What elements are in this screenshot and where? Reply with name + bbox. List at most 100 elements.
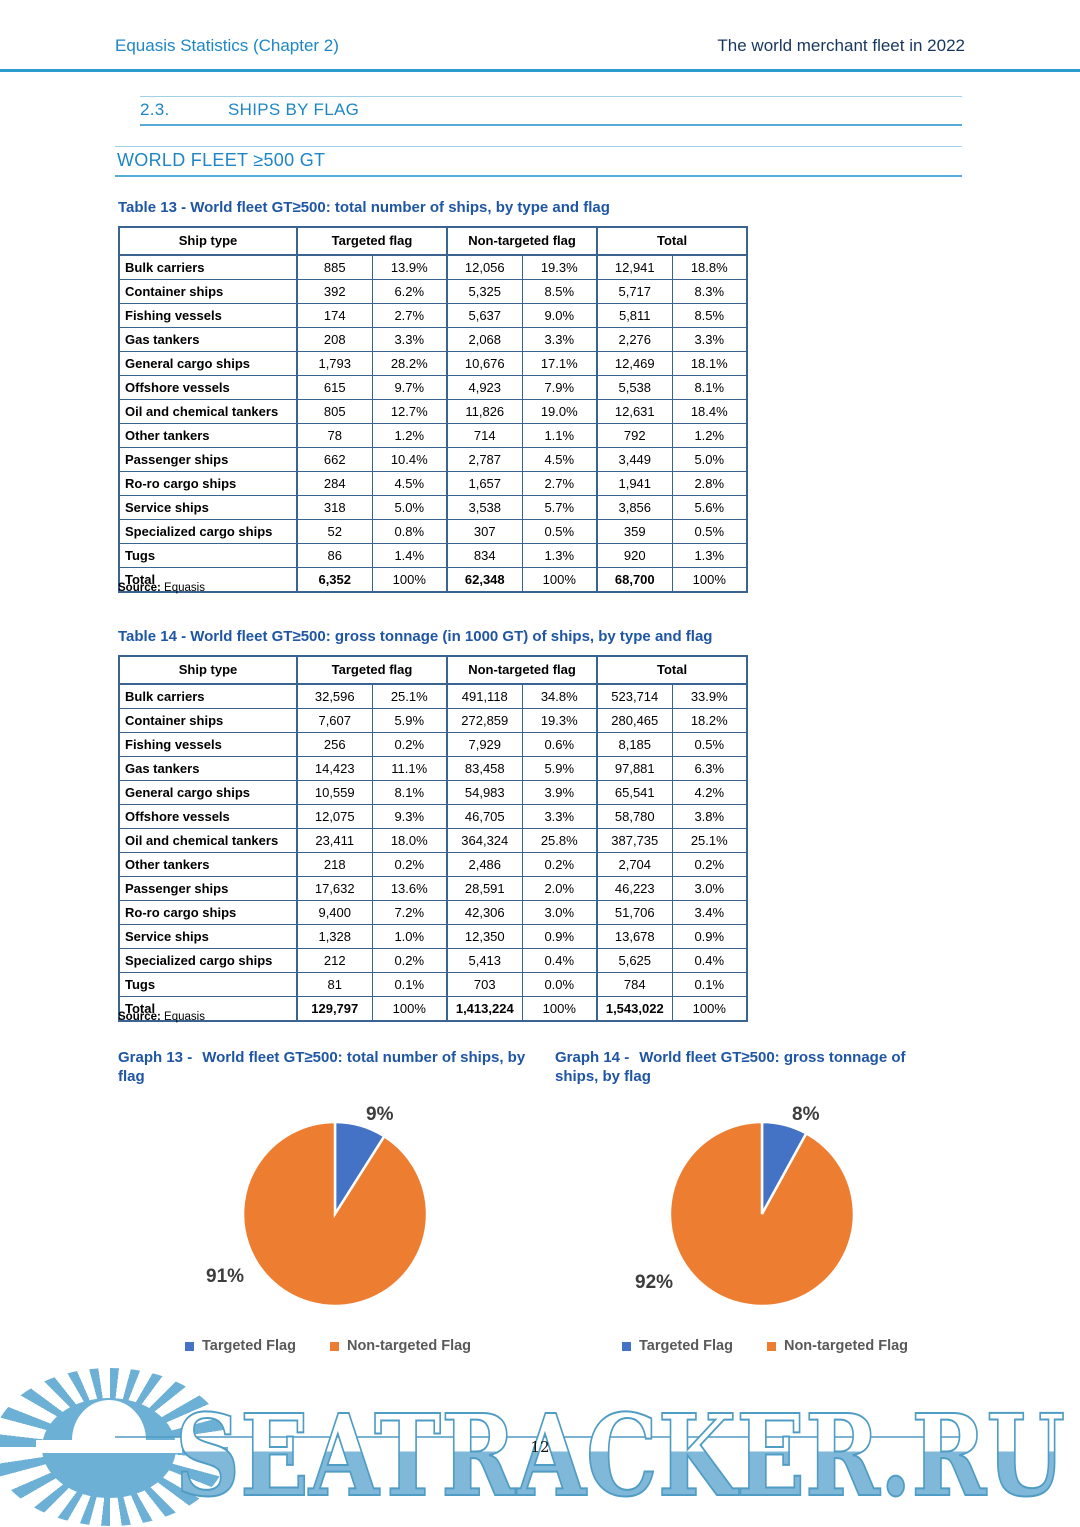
table-13-title: Table 13 - World fleet GT≥500: total num… — [118, 199, 610, 216]
value-cell: 14,423 — [296, 756, 373, 781]
value-cell: 0.4% — [521, 948, 599, 973]
subsection-heading: WORLD FLEET ≥500 GT — [117, 150, 326, 170]
value-cell: 392 — [296, 279, 373, 304]
ship-type-cell: Service ships — [118, 495, 298, 520]
value-cell: 662 — [296, 447, 373, 472]
value-cell: 5,717 — [596, 279, 673, 304]
value-cell: 10,676 — [446, 351, 523, 376]
col-header-targeted: Targeted flag — [295, 655, 449, 685]
ship-type-cell: Container ships — [118, 708, 298, 733]
value-cell: 8.1% — [671, 375, 748, 400]
value-cell: 5.0% — [671, 447, 748, 472]
value-cell: 5,325 — [446, 279, 523, 304]
ship-type-cell: Tugs — [118, 972, 298, 997]
value-cell: 28.2% — [371, 351, 449, 376]
value-cell: 13.6% — [371, 876, 449, 901]
value-cell: 834 — [446, 543, 523, 568]
value-cell: 208 — [296, 327, 373, 352]
ship-type-cell: Specialized cargo ships — [118, 948, 298, 973]
table-row: Passenger ships 17,632 13.6% 28,591 2.0% 46,2… — [118, 876, 748, 901]
value-cell: 10.4% — [371, 447, 449, 472]
value-cell: 784 — [596, 972, 673, 997]
value-cell: 307 — [446, 519, 523, 544]
value-cell: 0.9% — [671, 924, 748, 949]
table-header-row: Ship type Targeted flag Non-targeted fla… — [118, 226, 749, 256]
value-cell: 6,352 — [296, 567, 373, 593]
value-cell: 51,706 — [596, 900, 673, 925]
legend-item-targeted: Targeted Flag — [621, 1338, 733, 1354]
value-cell: 1,413,224 — [446, 996, 523, 1022]
ship-type-cell: Passenger ships — [118, 876, 298, 901]
value-cell: 11.1% — [371, 756, 449, 781]
graph-13-text: World fleet GT≥500: total number of ship… — [118, 1049, 526, 1085]
value-cell: 18.2% — [671, 708, 748, 733]
value-cell: 129,797 — [296, 996, 373, 1022]
value-cell: 7.2% — [371, 900, 449, 925]
ship-type-cell: Offshore vessels — [118, 375, 298, 400]
value-cell: 18.0% — [371, 828, 449, 853]
table-row: Offshore vessels 12,075 9.3% 46,705 3.3% 58,7… — [118, 804, 748, 829]
table-row: Tugs 86 1.4% 834 1.3% 920 1.3% — [118, 543, 748, 568]
horizon-band-icon — [36, 1440, 182, 1453]
legend-item-targeted: Targeted Flag — [184, 1338, 296, 1354]
legend-label: Non-targeted Flag — [346, 1338, 472, 1354]
value-cell: 62,348 — [446, 567, 523, 593]
pie-slice-non-targeted-flag — [241, 1120, 429, 1308]
value-cell: 2.8% — [671, 471, 748, 496]
value-cell: 1.0% — [371, 924, 449, 949]
value-cell: 5.6% — [671, 495, 748, 520]
value-cell: 0.8% — [371, 519, 449, 544]
value-cell: 3.8% — [671, 804, 748, 829]
value-cell: 65,541 — [596, 780, 673, 805]
value-cell: 9,400 — [296, 900, 373, 925]
graph-13: Graph 13 - World fleet GT≥500: total numb… — [118, 1048, 538, 1354]
col-header-targeted: Targeted flag — [295, 226, 449, 256]
nontargeted-flag-marker-icon — [766, 1341, 776, 1351]
value-cell: 25.1% — [371, 683, 449, 709]
value-cell: 33.9% — [671, 683, 748, 709]
value-cell: 25.1% — [671, 828, 748, 853]
value-cell: 0.2% — [371, 948, 449, 973]
value-cell: 0.5% — [671, 732, 748, 757]
value-cell: 703 — [446, 972, 523, 997]
value-cell: 2.7% — [521, 471, 599, 496]
value-cell: 359 — [596, 519, 673, 544]
section-number: 2.3. — [140, 100, 170, 119]
table-row: Fishing vessels 174 2.7% 5,637 9.0% 5,811 8.5% — [118, 303, 748, 328]
legend-label: Non-targeted Flag — [783, 1338, 909, 1354]
targeted-flag-marker-icon — [621, 1341, 631, 1351]
ship-type-cell: Service ships — [118, 924, 298, 949]
graph-14-text: World fleet GT≥500: gross tonnage of shi… — [555, 1049, 906, 1085]
table-row: Service ships 318 5.0% 3,538 5.7% 3,856 5.6% — [118, 495, 748, 520]
value-cell: 3.9% — [521, 780, 599, 805]
value-cell: 19.3% — [521, 254, 599, 280]
value-cell: 3,449 — [596, 447, 673, 472]
pie-value-label-nontargeted: 92% — [635, 1272, 673, 1293]
value-cell: 3.0% — [671, 876, 748, 901]
graph-14: Graph 14 - World fleet GT≥500: gross tonn… — [555, 1048, 975, 1354]
table-14-source: Source: Equasis — [118, 1011, 205, 1023]
source-label: Source: — [118, 1011, 161, 1023]
table-row: Other tankers 78 1.2% 714 1.1% 792 1.2% — [118, 423, 748, 448]
value-cell: 18.1% — [671, 351, 748, 376]
table-row: Gas tankers 14,423 11.1% 83,458 5.9% 97,881 6.… — [118, 756, 748, 781]
value-cell: 68,700 — [596, 567, 673, 593]
value-cell: 8,185 — [596, 732, 673, 757]
value-cell: 8.5% — [671, 303, 748, 328]
table-row: General cargo ships 1,793 28.2% 10,676 17.1%… — [118, 351, 748, 376]
value-cell: 4.5% — [521, 447, 599, 472]
value-cell: 86 — [296, 543, 373, 568]
value-cell: 0.2% — [671, 852, 748, 877]
value-cell: 3.3% — [671, 327, 748, 352]
value-cell: 97,881 — [596, 756, 673, 781]
value-cell: 28,591 — [446, 876, 523, 901]
ship-type-cell: Ro-ro cargo ships — [118, 900, 298, 925]
graph-13-label: Graph 13 - — [118, 1049, 193, 1066]
value-cell: 0.5% — [671, 519, 748, 544]
value-cell: 100% — [671, 996, 748, 1022]
table-row: General cargo ships 10,559 8.1% 54,983 3.9% 6… — [118, 780, 748, 805]
table-row: Other tankers 218 0.2% 2,486 0.2% 2,704 0.2% — [118, 852, 748, 877]
value-cell: 5.0% — [371, 495, 449, 520]
value-cell: 615 — [296, 375, 373, 400]
value-cell: 19.3% — [521, 708, 599, 733]
